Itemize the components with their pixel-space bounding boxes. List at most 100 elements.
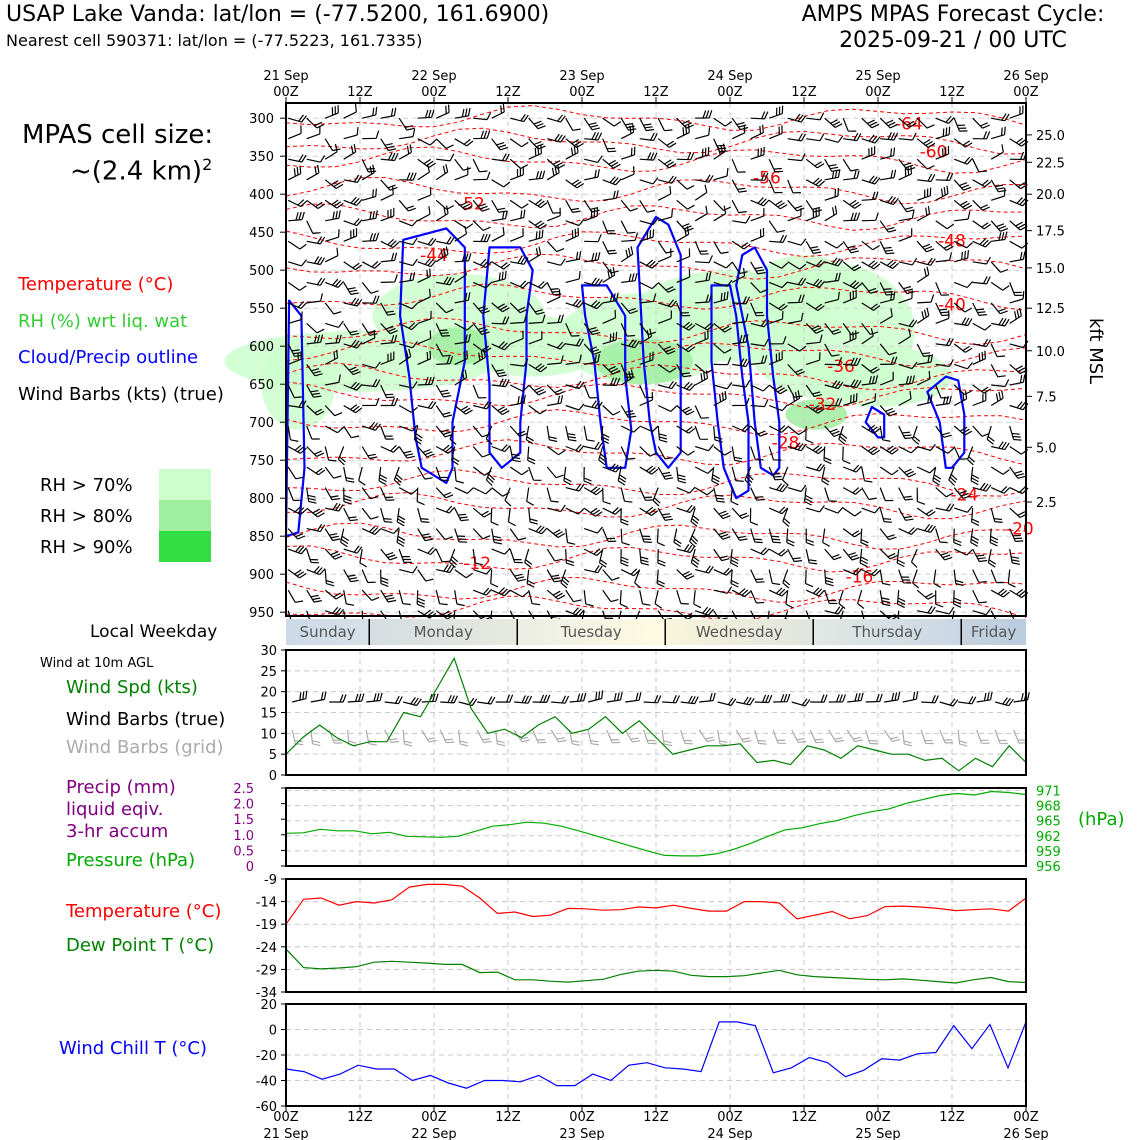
wind-barb <box>639 549 649 566</box>
wind-barb <box>398 487 418 495</box>
wind-barb <box>343 323 360 336</box>
wind-barb <box>713 382 733 390</box>
temp-contour-label: -48 <box>938 232 966 252</box>
wind-barb <box>676 343 696 353</box>
wind-barb <box>1009 374 1026 386</box>
wind-barb <box>972 350 986 365</box>
wind-barb <box>750 589 765 604</box>
surface-wind-barb <box>791 698 811 707</box>
wind-barb <box>731 528 748 541</box>
surface-wind-barb <box>403 697 422 707</box>
wind-barb <box>713 357 732 366</box>
wind-barb <box>509 302 528 314</box>
wind-barb <box>639 328 653 345</box>
wind-barb <box>602 190 619 201</box>
wind-barb <box>676 590 689 605</box>
pressure-tick-label: 400 <box>249 188 274 203</box>
wind-barb <box>935 185 949 201</box>
wind-barb <box>768 548 788 557</box>
wind-barb <box>639 506 659 517</box>
wind-barb <box>526 569 535 588</box>
surface-wind-barb <box>532 694 551 703</box>
wind-barb <box>473 233 491 243</box>
wind-barb <box>879 371 894 386</box>
cloud-outline-7 <box>864 405 886 439</box>
wind-barb <box>731 124 746 140</box>
wind-barb <box>472 343 492 353</box>
grid-wind-barb <box>957 729 968 747</box>
wind-barb <box>990 588 1010 598</box>
wind-barb <box>989 528 999 547</box>
rh90-label: RH > 90% <box>40 537 133 558</box>
wind-barb <box>859 549 869 568</box>
wind-barb <box>916 240 935 253</box>
wind-barb <box>843 212 861 222</box>
wind-barb <box>343 363 361 376</box>
wind-barb <box>639 229 655 242</box>
wind-barb <box>621 339 640 349</box>
wind-barb <box>602 309 617 324</box>
wind-barb <box>991 231 1008 242</box>
wind-barb <box>504 487 512 507</box>
wind-barb <box>507 508 516 527</box>
surface-wind-barb <box>440 695 459 704</box>
wind-barb <box>287 301 308 309</box>
wind-barb <box>787 294 805 304</box>
wind-barb <box>565 607 585 617</box>
wind-barb <box>972 199 991 211</box>
wind-barb <box>1009 251 1026 263</box>
temp-contour-label: -56 <box>753 168 781 188</box>
wind-barb <box>824 487 838 502</box>
wind-barb <box>435 302 454 314</box>
surface-wind-barb <box>310 691 327 703</box>
wind-barb <box>417 158 437 169</box>
wind-barb <box>435 444 455 454</box>
wind-barb <box>472 158 488 173</box>
wind-barb <box>1009 282 1023 296</box>
wind-barb <box>565 589 582 603</box>
wind-barb <box>880 356 898 365</box>
wind-barb <box>565 144 579 160</box>
wind-barb <box>583 117 601 131</box>
wind-barb <box>824 187 839 201</box>
wind-barb <box>417 288 431 304</box>
temp-contour-label: -36 <box>827 357 855 377</box>
cloud-outline-8 <box>926 375 966 469</box>
wind-barb <box>842 446 851 465</box>
wind-barb <box>621 146 636 160</box>
wind-barb <box>676 151 695 161</box>
grid-wind-barb <box>828 729 845 743</box>
wind-barb <box>546 446 566 456</box>
wind-barb <box>362 421 381 431</box>
temp-contour-19 <box>285 595 1027 622</box>
wind-barb <box>454 569 474 579</box>
wind-barb <box>435 246 449 263</box>
wind-barb <box>787 484 807 493</box>
wind-barb <box>787 390 801 407</box>
wind-barb <box>417 446 435 458</box>
wind-barb <box>287 199 308 208</box>
wind-barb <box>910 548 918 568</box>
wind-barb <box>436 236 455 245</box>
wind-barb <box>528 229 544 242</box>
pressure-tick-label: 450 <box>249 226 274 241</box>
kft-tick-label: 20.0 <box>1036 188 1065 203</box>
wind-barb <box>750 146 765 160</box>
wind-barb <box>916 487 926 505</box>
wind-barb <box>565 218 585 227</box>
wind-barb <box>879 425 891 442</box>
wind-barb <box>898 361 918 370</box>
wind-barb <box>288 259 307 267</box>
precip-tick-label: 1.0 <box>233 829 254 844</box>
wind-barb <box>393 466 403 486</box>
grid-wind-barb <box>735 729 752 743</box>
wind-barb <box>528 198 548 209</box>
wind-barb <box>343 487 352 505</box>
wind-barb <box>324 138 341 152</box>
wind-barb <box>750 547 770 556</box>
wind-barb <box>786 528 795 547</box>
wind-barb <box>528 405 547 415</box>
weekday-segment <box>369 619 518 645</box>
wind-barb <box>306 405 325 416</box>
wind-barb <box>602 117 622 127</box>
